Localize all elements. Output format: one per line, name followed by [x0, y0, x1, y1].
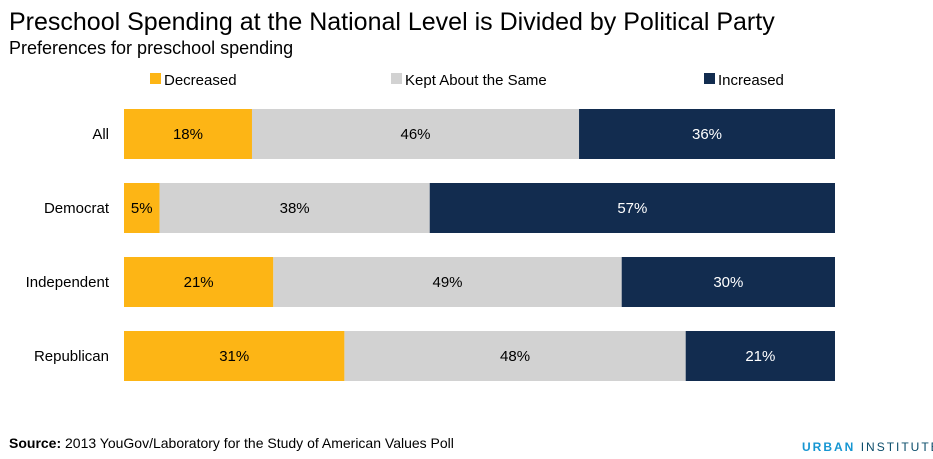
urban-institute-logo: URBAN INSTITUTE — [802, 440, 933, 454]
legend-swatch-kept-about-the-same — [391, 73, 402, 84]
data-label-republican-increased: 21% — [745, 348, 775, 365]
bar-democrat-kept-about-the-same — [159, 183, 430, 233]
bar-democrat-decreased — [124, 183, 160, 233]
bar-republican-kept-about-the-same — [344, 331, 686, 381]
bar-republican-decreased — [124, 331, 345, 381]
bar-all-increased — [579, 109, 835, 159]
legend-label-decreased: Decreased — [164, 72, 237, 89]
bar-all-kept-about-the-same — [251, 109, 580, 159]
legend-swatch-increased — [704, 73, 715, 84]
brand-part2: INSTITUTE — [860, 440, 933, 454]
brand-part1: URBAN — [802, 440, 856, 454]
source-text: 2013 YouGov/Laboratory for the Study of … — [65, 435, 454, 451]
category-label-independent: Independent — [26, 274, 110, 291]
data-label-all-increased: 36% — [692, 126, 722, 143]
data-label-democrat-increased: 57% — [617, 200, 647, 217]
data-label-democrat-decreased: 5% — [131, 200, 153, 217]
chart-title: Preschool Spending at the National Level… — [9, 8, 775, 36]
source-note: Source: 2013 YouGov/Laboratory for the S… — [9, 434, 454, 452]
data-label-independent-kept-about-the-same: 49% — [432, 274, 462, 291]
legend-label-increased: Increased — [718, 72, 784, 89]
legend-swatch-decreased — [150, 73, 161, 84]
data-label-independent-decreased: 21% — [184, 274, 214, 291]
category-label-democrat: Democrat — [44, 200, 110, 217]
bar-democrat-increased — [429, 183, 835, 233]
category-label-republican: Republican — [34, 348, 109, 365]
data-label-all-kept-about-the-same: 46% — [400, 126, 430, 143]
data-label-independent-increased: 30% — [713, 274, 743, 291]
chart-subtitle: Preferences for preschool spending — [9, 38, 294, 58]
legend-label-kept-about-the-same: Kept About the Same — [405, 72, 547, 89]
bar-all-decreased — [124, 109, 252, 159]
category-label-all: All — [92, 126, 109, 143]
data-label-democrat-kept-about-the-same: 38% — [280, 200, 310, 217]
bar-independent-increased — [621, 257, 835, 307]
data-label-all-decreased: 18% — [173, 126, 203, 143]
data-label-republican-kept-about-the-same: 48% — [500, 348, 530, 365]
source-label: Source: — [9, 435, 62, 451]
data-label-republican-decreased: 31% — [219, 348, 249, 365]
bar-republican-increased — [685, 331, 835, 381]
bar-independent-decreased — [124, 257, 274, 307]
stacked-bar-chart: Decreased Kept About the Same Increased All… — [26, 72, 835, 381]
bar-independent-kept-about-the-same — [273, 257, 622, 307]
